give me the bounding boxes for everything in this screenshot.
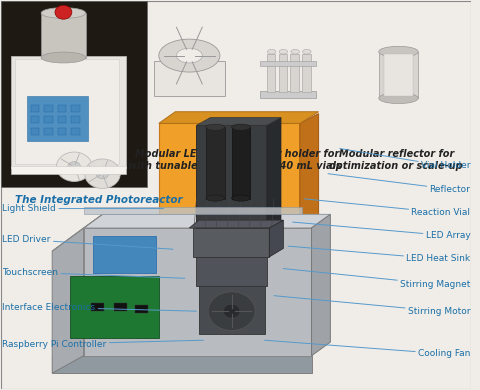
- Bar: [44, 116, 53, 123]
- Ellipse shape: [279, 50, 288, 54]
- Polygon shape: [159, 112, 319, 123]
- Bar: [41, 13, 86, 58]
- Bar: [290, 54, 299, 92]
- Text: Reflector: Reflector: [328, 174, 470, 194]
- Bar: [58, 105, 66, 112]
- Polygon shape: [206, 127, 225, 199]
- Polygon shape: [300, 113, 319, 356]
- Ellipse shape: [232, 124, 251, 130]
- Text: Modular reflector for
optimization or scale-up: Modular reflector for optimization or sc…: [329, 149, 463, 171]
- Polygon shape: [52, 215, 102, 251]
- Bar: [91, 303, 104, 311]
- Circle shape: [55, 5, 72, 19]
- Polygon shape: [193, 228, 269, 257]
- Bar: [302, 54, 311, 92]
- Polygon shape: [84, 207, 302, 214]
- Text: LED Array: LED Array: [293, 222, 470, 240]
- Ellipse shape: [267, 50, 276, 54]
- Polygon shape: [159, 123, 300, 356]
- Text: Touchscreen: Touchscreen: [2, 268, 185, 278]
- Bar: [44, 128, 53, 135]
- Polygon shape: [84, 215, 330, 228]
- Polygon shape: [269, 220, 283, 257]
- Text: Raspberry Pi Controller: Raspberry Pi Controller: [2, 340, 204, 349]
- Bar: [44, 105, 53, 112]
- Polygon shape: [196, 257, 267, 286]
- Ellipse shape: [177, 48, 202, 63]
- Text: Vial Holder: Vial Holder: [340, 149, 470, 170]
- Bar: [11, 56, 126, 168]
- Bar: [31, 128, 39, 135]
- Polygon shape: [312, 215, 330, 356]
- Text: Reaction Vial: Reaction Vial: [304, 199, 470, 217]
- Polygon shape: [196, 117, 281, 125]
- Ellipse shape: [206, 124, 225, 130]
- Text: Stirring Motor: Stirring Motor: [274, 296, 470, 316]
- Bar: [260, 91, 316, 98]
- Polygon shape: [196, 125, 267, 228]
- Polygon shape: [70, 277, 159, 338]
- Text: Cooling Fan: Cooling Fan: [264, 340, 470, 358]
- Ellipse shape: [41, 52, 86, 63]
- Ellipse shape: [291, 50, 300, 54]
- Polygon shape: [232, 127, 251, 199]
- Ellipse shape: [159, 39, 220, 72]
- Bar: [260, 61, 316, 66]
- Polygon shape: [84, 228, 312, 356]
- Text: Interface Electronics: Interface Electronics: [2, 303, 196, 312]
- Circle shape: [223, 304, 240, 318]
- Polygon shape: [199, 286, 264, 334]
- Circle shape: [96, 168, 108, 179]
- Bar: [72, 105, 80, 112]
- Bar: [135, 305, 148, 313]
- Bar: [1, 2, 147, 187]
- Ellipse shape: [206, 195, 225, 201]
- Ellipse shape: [302, 50, 311, 54]
- Ellipse shape: [232, 195, 251, 201]
- Bar: [15, 59, 119, 164]
- Bar: [279, 54, 287, 92]
- Polygon shape: [52, 356, 312, 373]
- Polygon shape: [93, 236, 156, 273]
- Ellipse shape: [41, 7, 86, 18]
- Circle shape: [84, 159, 120, 188]
- Text: Modular LED source
with tunable intensity: Modular LED source with tunable intensit…: [129, 149, 250, 171]
- Bar: [384, 54, 413, 96]
- Polygon shape: [267, 117, 281, 228]
- Bar: [72, 128, 80, 135]
- Circle shape: [56, 152, 92, 181]
- Bar: [154, 61, 225, 96]
- Text: Light Shield: Light Shield: [2, 204, 164, 213]
- Bar: [58, 116, 66, 123]
- Text: LED Heat Sink: LED Heat Sink: [288, 246, 470, 263]
- Ellipse shape: [379, 93, 418, 104]
- Polygon shape: [52, 228, 84, 373]
- Bar: [11, 166, 126, 174]
- Text: Stirring Magnet: Stirring Magnet: [283, 269, 470, 289]
- Circle shape: [68, 161, 81, 172]
- Circle shape: [208, 292, 255, 331]
- Bar: [31, 116, 39, 123]
- Text: The Integrated Photoreactor: The Integrated Photoreactor: [15, 195, 183, 205]
- Ellipse shape: [379, 46, 418, 57]
- Polygon shape: [190, 220, 283, 228]
- Bar: [114, 303, 127, 311]
- Bar: [267, 54, 276, 92]
- Bar: [379, 52, 418, 98]
- Text: Modular holder for
2 mL to 40 mL vials: Modular holder for 2 mL to 40 mL vials: [235, 149, 341, 171]
- Bar: [72, 116, 80, 123]
- Text: LED Driver: LED Driver: [2, 235, 173, 249]
- Bar: [31, 105, 39, 112]
- Bar: [27, 96, 88, 141]
- Bar: [58, 128, 66, 135]
